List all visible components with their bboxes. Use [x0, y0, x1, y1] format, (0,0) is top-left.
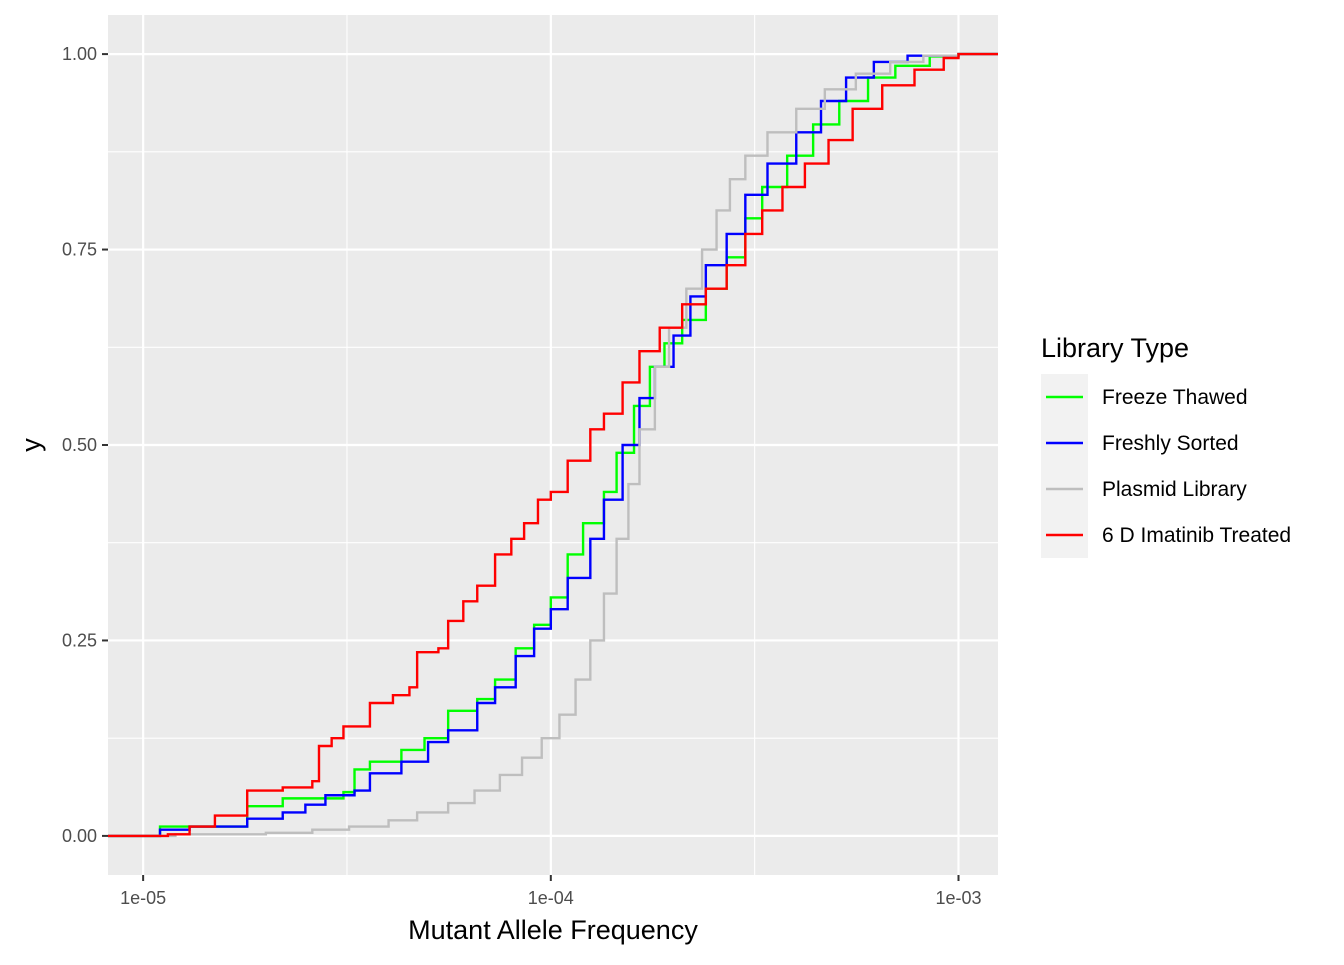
y-axis: 0.00 0.25 0.50 0.75 1.00 [62, 44, 108, 846]
x-axis-title: Mutant Allele Frequency [408, 915, 698, 945]
legend-label: Plasmid Library [1102, 478, 1247, 501]
legend-items: Freeze Thawed Freshly Sorted Plasmid Libra… [1041, 374, 1291, 558]
x-tick-label: 1e-04 [528, 888, 574, 908]
legend-label: Freeze Thawed [1102, 386, 1248, 409]
legend: Library Type Freeze Thawed Freshly Sorted… [1041, 333, 1291, 558]
major-gridlines [108, 15, 998, 875]
x-tick-label: 1e-05 [120, 888, 166, 908]
y-tick-label: 0.75 [62, 240, 97, 260]
y-tick-label: 1.00 [62, 44, 97, 64]
series-line-6-d-imatinib-treated [108, 52, 998, 838]
y-axis-title: y [16, 438, 46, 452]
y-tick-label: 0.00 [62, 826, 97, 846]
x-tick-label: 1e-03 [935, 888, 981, 908]
series-layer [108, 52, 998, 838]
legend-label: Freshly Sorted [1102, 432, 1239, 455]
y-tick-label: 0.50 [62, 435, 97, 455]
legend-label: 6 D Imatinib Treated [1102, 524, 1291, 547]
series-line-freshly-sorted [108, 52, 998, 838]
x-axis: 1e-05 1e-04 1e-03 [120, 875, 982, 908]
series-line-plasmid-library [108, 52, 998, 838]
legend-title: Library Type [1041, 333, 1189, 363]
y-tick-label: 0.25 [62, 630, 97, 650]
